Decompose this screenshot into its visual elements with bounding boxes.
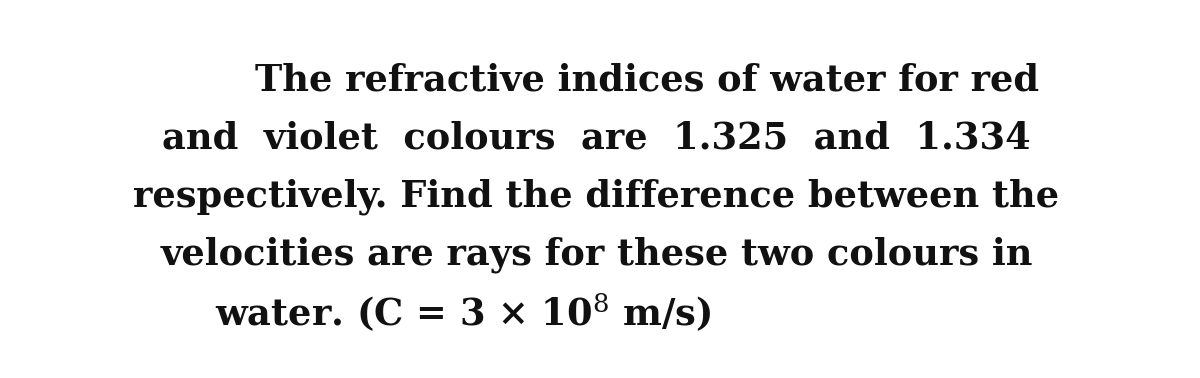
Text: and  violet  colours  are  1.325  and  1.334: and violet colours are 1.325 and 1.334 <box>162 121 1031 156</box>
Text: respectively. Find the difference between the: respectively. Find the difference betwee… <box>133 178 1060 215</box>
Text: water. (C = 3 × 10$^{8}$ m/s): water. (C = 3 × 10$^{8}$ m/s) <box>215 292 712 335</box>
Text: The refractive indices of water for red: The refractive indices of water for red <box>256 62 1039 98</box>
Text: velocities are rays for these two colours in: velocities are rays for these two colour… <box>160 237 1033 273</box>
